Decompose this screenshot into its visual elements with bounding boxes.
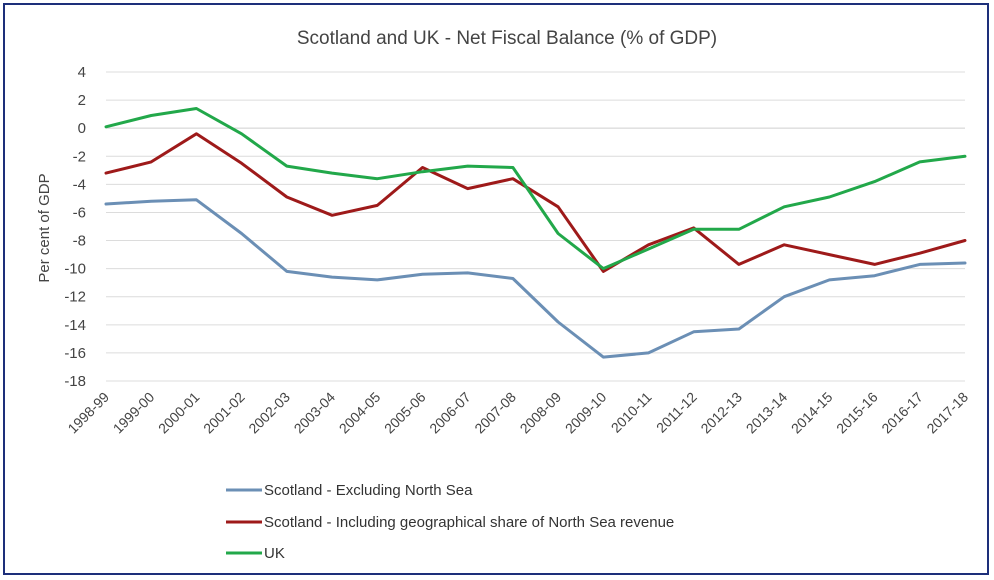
- x-tick-label: 2013-14: [743, 389, 791, 437]
- x-tick-label: 2008-09: [517, 389, 565, 437]
- x-tick-label: 2002-03: [245, 389, 293, 437]
- series-line-2: [104, 107, 967, 271]
- y-tick-label: -18: [64, 373, 86, 390]
- x-tick-label: 2014-15: [788, 389, 836, 437]
- x-tick-label: 2003-04: [291, 389, 339, 437]
- y-tick-label: -4: [73, 176, 86, 193]
- x-tick-label: 2006-07: [426, 389, 474, 437]
- series-lines: [104, 107, 967, 359]
- x-tick-label: 2009-10: [562, 389, 610, 437]
- x-tick-label: 2004-05: [336, 389, 384, 437]
- x-tick-label: 2010-11: [608, 389, 655, 436]
- x-tick-label: 1999-00: [110, 389, 158, 437]
- chart-frame: [3, 3, 989, 575]
- x-tick-label: 2015-16: [833, 389, 881, 437]
- y-axis-label: Per cent of GDP: [36, 173, 53, 282]
- y-tick-label: -10: [64, 261, 86, 278]
- y-tick-label: -12: [64, 289, 86, 306]
- y-tick-label: 4: [78, 64, 86, 81]
- y-tick-label: 2: [78, 92, 86, 109]
- legend-label: Scotland - Excluding North Sea: [264, 482, 473, 499]
- y-tick-label: -2: [73, 148, 86, 165]
- x-tick-label: 2000-01: [155, 389, 203, 437]
- x-tick-label: 2007-08: [471, 389, 519, 437]
- legend-label: Scotland - Including geographical share …: [264, 514, 674, 531]
- x-tick-label: 2017-18: [923, 389, 971, 437]
- x-tick-label: 1998-99: [64, 389, 112, 437]
- x-tick-label: 2012-13: [697, 389, 745, 437]
- x-tick-label: 2001-02: [200, 389, 248, 437]
- x-axis-ticks: 1998-991999-002000-012001-022002-032003-…: [64, 389, 971, 437]
- y-axis-ticks: 4 2 0 -2 -4 -6 -8 -10 -12 -14 -16 -18: [64, 64, 86, 390]
- y-tick-label: -14: [64, 317, 86, 334]
- chart-title: Scotland and UK - Net Fiscal Balance (% …: [297, 28, 717, 49]
- y-tick-label: -16: [64, 345, 86, 362]
- y-tick-label: 0: [78, 120, 86, 137]
- legend: Scotland - Excluding North Sea Scotland -…: [226, 482, 674, 562]
- legend-label: UK: [264, 545, 285, 562]
- y-tick-label: -6: [73, 204, 86, 221]
- x-tick-label: 2005-06: [381, 389, 429, 437]
- series-line-0: [104, 198, 967, 359]
- x-tick-label: 2016-17: [878, 389, 926, 437]
- y-tick-label: -8: [73, 233, 86, 250]
- gridlines: [106, 71, 965, 382]
- series-line-1: [104, 132, 967, 273]
- x-tick-label: 2011-12: [653, 389, 700, 436]
